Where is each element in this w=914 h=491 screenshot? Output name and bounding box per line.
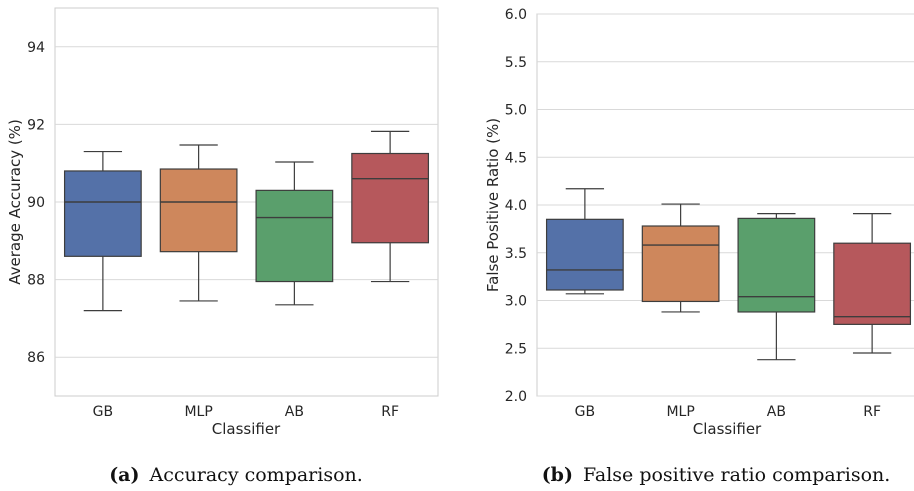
- box-a-gb: [63, 170, 142, 257]
- box-a-mlp: [159, 168, 238, 253]
- caption-b: (b) False positive ratio comparison.: [542, 464, 891, 486]
- panel-b-false-positive: 2.0 2.5 3.0 3.5 4.0 4.5 5.0 5.5 6.0 GB MLP AB RF Cl…: [484, 7, 914, 486]
- x-axis-label-a: Classifier: [212, 420, 281, 438]
- boxes-b: [545, 188, 912, 361]
- x-tick-label-a-mlp: MLP: [184, 404, 212, 420]
- caption-a-text: Accuracy comparison.: [149, 464, 363, 486]
- y-axis-label-b: False Positive Ratio (%): [484, 118, 502, 292]
- y-tick-label-a-1: 88: [27, 273, 45, 289]
- y-tick-label-b-3: 3.5: [505, 246, 527, 262]
- y-tick-label-a-2: 90: [27, 195, 45, 211]
- x-tick-label-b-rf: RF: [863, 404, 881, 420]
- y-tick-label-b-6: 5.0: [505, 103, 527, 119]
- box-b-ab: [737, 217, 816, 313]
- x-axis-label-b: Classifier: [693, 420, 762, 438]
- caption-b-text: False positive ratio comparison.: [583, 464, 890, 486]
- x-tick-label-a-rf: RF: [381, 404, 399, 420]
- y-tick-label-a-0: 86: [27, 350, 45, 366]
- caption-b-label: (b): [542, 464, 573, 486]
- caption-a-label: (a): [109, 464, 139, 486]
- y-tick-label-a-4: 94: [27, 40, 45, 56]
- y-tick-label-b-0: 2.0: [505, 389, 527, 405]
- box-b-gb: [545, 218, 624, 291]
- x-tick-label-b-ab: AB: [767, 404, 786, 420]
- y-tick-label-b-4: 4.0: [505, 198, 527, 214]
- y-axis-label-a: Average Accuracy (%): [6, 119, 24, 285]
- y-tick-label-b-5: 4.5: [505, 150, 527, 166]
- y-tick-label-b-8: 6.0: [505, 7, 527, 23]
- x-tick-label-b-gb: GB: [575, 404, 595, 420]
- box-a-ab: [255, 189, 334, 283]
- x-tick-label-a-ab: AB: [285, 404, 304, 420]
- x-tick-labels-b: GB MLP AB RF: [575, 404, 881, 420]
- boxes-a: [63, 130, 430, 312]
- x-tick-labels-a: GB MLP AB RF: [93, 404, 399, 420]
- y-tick-label-b-2: 3.0: [505, 294, 527, 310]
- y-tick-labels-a: 86 88 90 92 94: [27, 40, 45, 366]
- caption-a: (a) Accuracy comparison.: [109, 464, 363, 486]
- box-b-mlp: [641, 225, 720, 303]
- box-a-rf: [351, 152, 430, 244]
- y-tick-label-b-7: 5.5: [505, 55, 527, 71]
- box-b-rf: [833, 242, 912, 325]
- y-tick-label-a-3: 92: [27, 117, 45, 133]
- panel-a-accuracy: 86 88 90 92 94 GB MLP AB RF Classifier Average …: [6, 7, 439, 486]
- x-tick-label-a-gb: GB: [93, 404, 113, 420]
- y-tick-label-b-1: 2.5: [505, 341, 527, 357]
- y-tick-labels-b: 2.0 2.5 3.0 3.5 4.0 4.5 5.0 5.5 6.0: [505, 7, 527, 405]
- x-tick-label-b-mlp: MLP: [666, 404, 694, 420]
